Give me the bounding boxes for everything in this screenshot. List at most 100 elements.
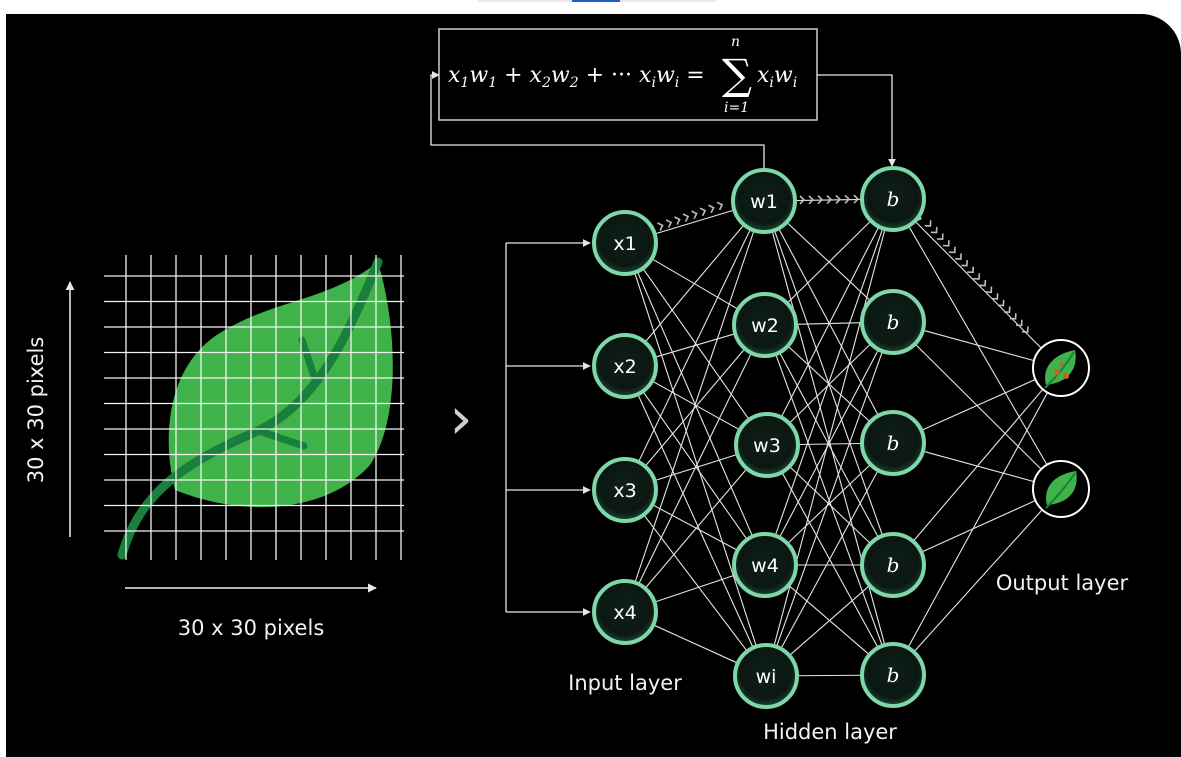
edge-input-to-weight	[644, 468, 748, 589]
edge-input-to-weight	[643, 514, 748, 652]
healthy-leaf-icon	[1045, 471, 1077, 509]
edge-input-to-weight	[644, 348, 746, 467]
highlighted-flow-path	[657, 194, 1029, 333]
input-node-x3: x3	[592, 457, 658, 523]
output-node-diseased	[1032, 339, 1090, 397]
edge-weight-to-bias	[778, 228, 879, 416]
edge-bias-to-output	[914, 343, 1042, 470]
edge-weight-to-bias	[797, 442, 863, 446]
edge-weight-to-bias	[788, 584, 870, 656]
node-circle	[732, 292, 798, 358]
flow-chevron	[674, 216, 681, 225]
flow-chevron	[808, 195, 815, 205]
weight-node-w3: w3	[734, 412, 800, 478]
edge-weight-to-bias	[788, 343, 872, 424]
edge-bias-to-output	[921, 500, 1036, 553]
flow-chevron	[657, 222, 664, 231]
edge-weight-to-bias	[787, 463, 871, 545]
node-circle	[733, 643, 799, 709]
formula-output-connector	[817, 74, 896, 167]
weight-node-wi: wi	[733, 643, 799, 709]
formula-box: x1w1 + x2w2 + ··· xiwi = ∑ n i=1 xiwi	[438, 28, 818, 121]
neural-network-diagram: x1w1 + x2w2 + ··· xiwi = ∑ n i=1 xiwi 30…	[24, 28, 1129, 744]
edge-input-to-weight	[634, 230, 755, 583]
edge-weight-to-bias	[780, 469, 879, 650]
node-label: b	[887, 310, 900, 334]
node-circle	[860, 166, 926, 232]
flow-chevron	[826, 194, 833, 205]
flow-chevron	[949, 246, 956, 254]
formula-lhs: x1w1 + x2w2 + ··· xiwi =	[448, 63, 705, 91]
vertical-pixel-label: 30 x 30 pixels	[24, 337, 48, 484]
node-label: w1	[750, 191, 778, 213]
flow-chevron	[985, 286, 993, 294]
input-node-x2: x2	[592, 333, 658, 399]
network-connections	[634, 198, 1049, 677]
flow-chevron	[1022, 326, 1029, 333]
flow-chevron	[979, 279, 987, 287]
edge-input-to-weight	[634, 272, 757, 647]
edge-bias-to-output	[922, 329, 1035, 362]
flow-chevron	[936, 233, 944, 240]
bias-node-3: b	[860, 410, 926, 476]
node-circle	[734, 412, 800, 478]
leaf-image	[104, 255, 404, 560]
output-layer-label: Output layer	[996, 571, 1129, 595]
node-label: x1	[613, 233, 636, 255]
edge-weight-to-bias	[788, 584, 871, 657]
node-label: b	[887, 553, 900, 577]
edge-input-to-weight	[653, 624, 738, 664]
flow-chevron	[817, 195, 824, 205]
node-label: b	[887, 431, 900, 455]
flow-chevron	[835, 194, 842, 204]
flow-chevron	[708, 204, 715, 214]
edge-weight-to-bias	[786, 220, 872, 304]
node-circle	[860, 642, 926, 708]
flow-chevron	[799, 195, 806, 205]
edge-weight-to-bias	[796, 674, 863, 677]
flow-chevron	[691, 210, 698, 220]
edge-weight-to-bias	[786, 221, 871, 302]
diseased-leaf-icon	[1044, 350, 1076, 389]
flow-chevron	[665, 219, 673, 228]
node-label: w2	[751, 315, 779, 337]
flow-chevron	[716, 201, 724, 211]
edge-bias-to-output	[907, 392, 1049, 649]
node-label: b	[887, 187, 900, 211]
edge-bias-to-output	[913, 509, 1043, 653]
input-layer-label: Input layer	[568, 671, 682, 695]
edge-weight-to-bias	[778, 349, 880, 538]
edge-input-to-weight	[654, 574, 736, 603]
horizontal-pixel-label: 30 x 30 pixels	[178, 616, 325, 640]
edge-input-to-weight	[651, 258, 739, 310]
flow-chevron	[942, 240, 950, 247]
node-label: b	[887, 663, 900, 687]
edge-input-to-weight	[638, 352, 752, 585]
formula-connectors	[430, 71, 896, 168]
chevron-right-icon: ›	[449, 384, 472, 452]
node-circle	[731, 168, 797, 234]
node-circle	[860, 410, 926, 476]
flow-chevron	[1009, 313, 1017, 320]
node-label: x3	[613, 480, 636, 502]
network-nodes: x1 x2 x3 x4 w1 w2 w3 w4	[592, 166, 1090, 709]
flow-chevron	[997, 299, 1005, 307]
weight-node-w4: w4	[732, 532, 798, 598]
node-circle	[592, 333, 658, 399]
input-node-x4: x4	[592, 579, 658, 645]
pixel-grid	[104, 255, 404, 560]
flow-chevron	[930, 226, 938, 234]
bias-node-1: b	[860, 166, 926, 232]
edge-input-to-weight	[652, 504, 738, 551]
edge-bias-to-output	[912, 388, 1044, 542]
flow-chevron	[924, 220, 932, 227]
node-circle	[860, 532, 926, 598]
flow-chevron	[967, 266, 975, 274]
node-circle	[732, 532, 798, 598]
edge-bias-to-output	[914, 220, 1042, 349]
weight-node-w1: w1	[731, 168, 797, 234]
node-circle	[592, 579, 658, 645]
edge-weight-to-bias	[775, 350, 884, 648]
flow-chevron	[682, 213, 690, 222]
flow-chevron	[955, 253, 962, 260]
